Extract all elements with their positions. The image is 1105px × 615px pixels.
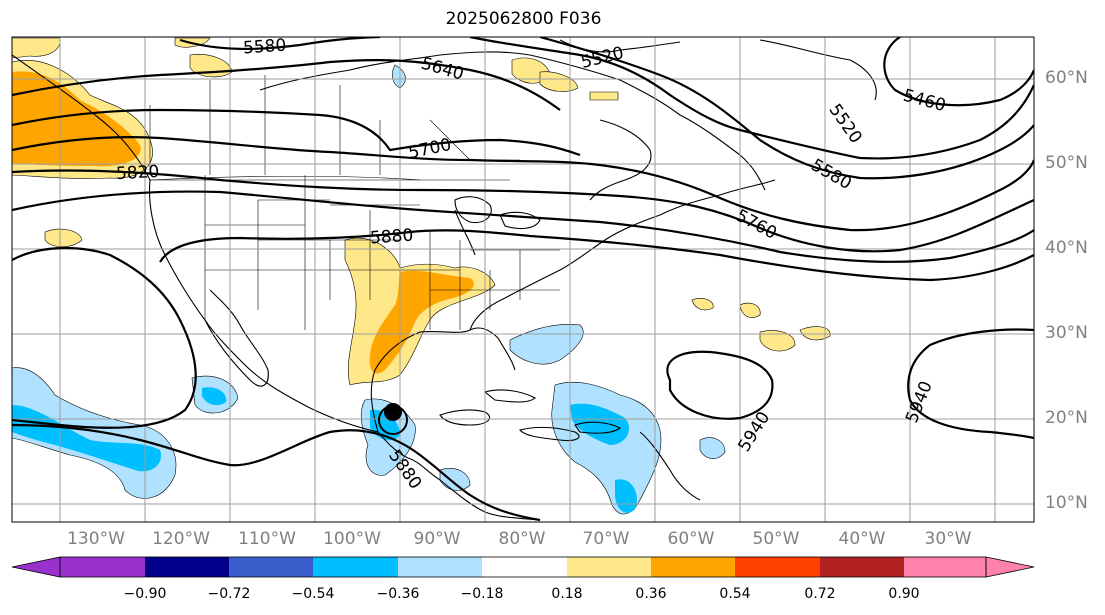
- colorbar-tick-label: −0.54: [291, 586, 335, 602]
- colorbar-bin: [904, 557, 986, 577]
- colorbar-bin: [60, 557, 145, 577]
- lon-label: 40°W: [838, 529, 886, 549]
- lat-label: 60°N: [1045, 68, 1088, 88]
- lat-label: 30°N: [1045, 323, 1088, 343]
- colorbar-bin: [145, 557, 229, 577]
- lon-label: 100°W: [323, 529, 381, 549]
- colorbar-tick-label: −0.18: [460, 586, 504, 602]
- colorbar-tick-label: −0.90: [123, 586, 167, 602]
- lon-label: 30°W: [924, 529, 972, 549]
- contour-labels: 5580 5640 5520 5460 5700 5520 5580 5760 …: [116, 36, 948, 493]
- colorbar-bin: [820, 557, 904, 577]
- colorbar-tick-label: 0.90: [888, 586, 920, 602]
- colorbar-frame: [59, 556, 987, 578]
- colorbar-bin: [651, 557, 735, 577]
- positive-anomaly-shading: [12, 37, 831, 386]
- contour-label: 5580: [242, 36, 287, 59]
- contour-label: 5460: [901, 86, 948, 117]
- colorbar-low-extension: [11, 556, 61, 578]
- contour-label: 5520: [579, 43, 626, 73]
- colorbar-tick-label: 0.72: [804, 586, 836, 602]
- map-title: 2025062800 F036: [445, 9, 602, 29]
- lon-label: 60°W: [667, 529, 715, 549]
- colorbar-tick-label: 0.54: [719, 586, 751, 602]
- lat-label: 10°N: [1045, 493, 1088, 513]
- contour-label: 5820: [116, 162, 160, 184]
- negative-anomaly-shading: [12, 64, 726, 515]
- lon-label: 130°W: [67, 529, 125, 549]
- colorbar-bin: [567, 557, 651, 577]
- colorbar-tick-label: 0.36: [635, 586, 667, 602]
- lon-label: 120°W: [152, 529, 210, 549]
- colorbar: [11, 556, 1035, 578]
- graticule: [12, 37, 1034, 522]
- lon-label: 70°W: [582, 529, 630, 549]
- colorbar-high-extension: [985, 556, 1035, 578]
- lat-label: 20°N: [1045, 408, 1088, 428]
- contour-label: 5580: [807, 155, 854, 194]
- lat-label: 40°N: [1045, 238, 1088, 258]
- height-contours: [12, 37, 1034, 522]
- map-frame: [11, 36, 1035, 523]
- contour-label: 5520: [825, 100, 866, 147]
- contour-label: 5880: [369, 226, 414, 249]
- colorbar-bin: [398, 557, 482, 577]
- lon-label: 90°W: [413, 529, 461, 549]
- lon-label: 110°W: [238, 529, 296, 549]
- colorbar-bin: [482, 557, 567, 577]
- lon-label: 50°W: [752, 529, 800, 549]
- lon-label: 80°W: [498, 529, 546, 549]
- lat-label: 50°N: [1045, 153, 1088, 173]
- colorbar-bin: [313, 557, 398, 577]
- storm-center-marker: [378, 403, 408, 435]
- colorbar-tick-label: −0.72: [207, 586, 251, 602]
- colorbar-bin: [735, 557, 820, 577]
- colorbar-tick-label: −0.36: [376, 586, 420, 602]
- contour-label: 5640: [419, 54, 466, 85]
- state-borders: [149, 175, 560, 330]
- colorbar-tick-label: 0.18: [551, 586, 583, 602]
- colorbar-bin: [229, 557, 313, 577]
